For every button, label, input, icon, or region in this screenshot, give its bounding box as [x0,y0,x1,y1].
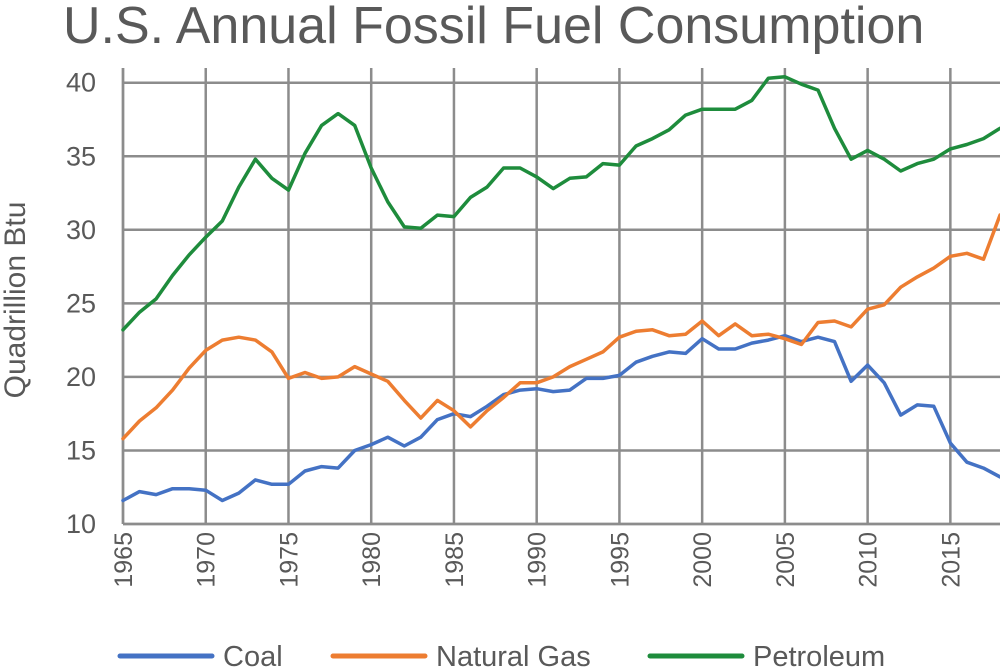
x-tick-label: 1985 [441,532,469,588]
y-tick-label: 15 [66,435,96,465]
x-tick-label: 1995 [606,532,634,588]
chart-title: U.S. Annual Fossil Fuel Consumption [63,0,924,55]
grid [121,68,1000,526]
x-tick-label: 2010 [855,532,883,588]
series-line-natural-gas [121,213,1000,441]
y-tick-label: 30 [66,215,96,245]
x-axis-ticks: 1965 1970 1975 1980 1985 1990 1995 2000 2005 2010… [110,532,965,588]
x-tick-label: 1975 [275,532,303,588]
x-tick-label: 1970 [193,532,221,588]
y-axis-ticks: 10 15 20 25 30 35 40 [66,68,96,539]
x-tick-label: 1990 [524,532,552,588]
y-tick-label: 35 [66,141,96,171]
series-line-coal [121,333,1000,503]
legend-label-petroleum: Petroleum [753,641,885,669]
series-line-petroleum [121,75,1000,332]
y-tick-label: 20 [66,362,96,392]
x-tick-label: 1980 [358,532,386,588]
y-tick-label: 25 [66,288,96,318]
x-tick-label: 2000 [689,532,717,588]
x-tick-label: 2015 [937,532,965,588]
legend-label-coal: Coal [223,641,283,669]
series-lines [121,75,1000,503]
x-tick-label: 2005 [772,532,800,588]
y-axis-label: Quadrillion Btu [0,202,32,399]
y-tick-label: 10 [66,509,96,539]
legend: Coal Natural Gas Petroleum [117,641,885,669]
x-tick-label: 1965 [110,532,138,588]
legend-label-natural-gas: Natural Gas [436,641,591,669]
y-tick-label: 40 [66,68,96,98]
